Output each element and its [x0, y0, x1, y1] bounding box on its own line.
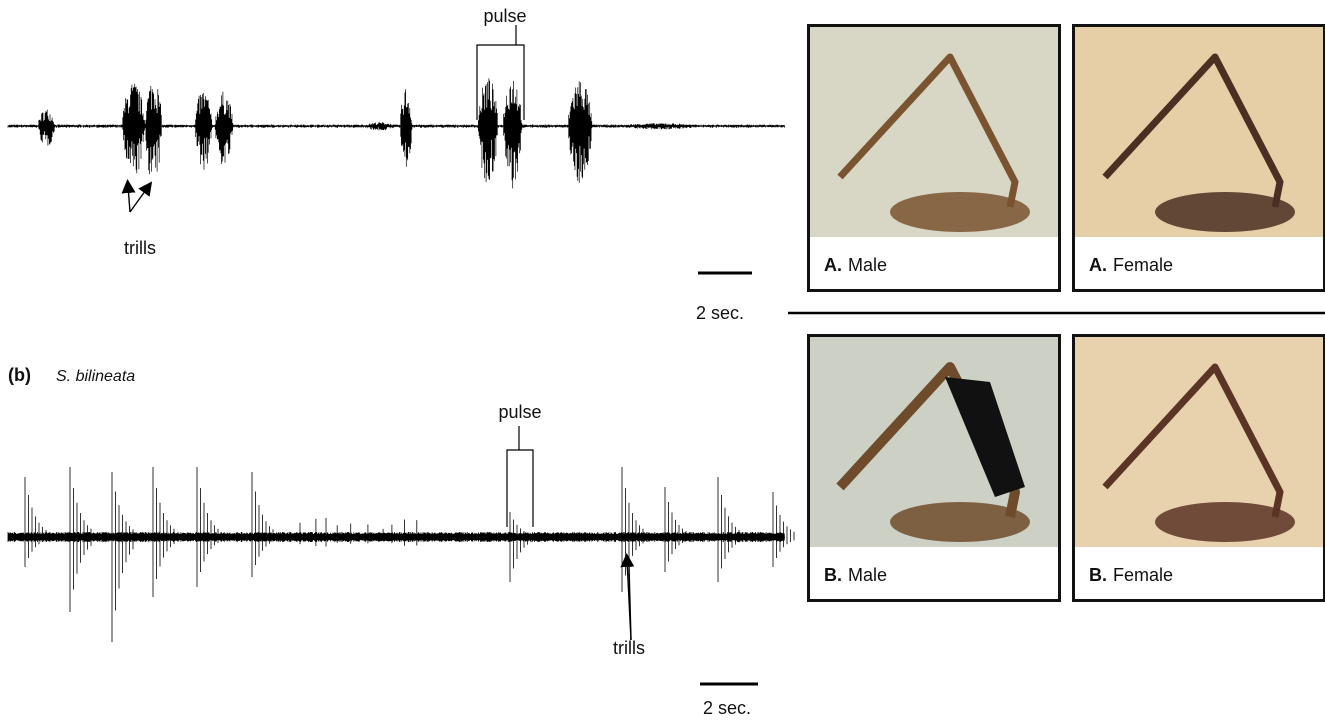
caption-letter: A. — [824, 255, 842, 275]
pulse-label: pulse — [498, 402, 541, 422]
leg-femur — [890, 192, 1030, 232]
caption-sex: Male — [848, 255, 887, 275]
photo-panel: A. Male — [807, 24, 1061, 292]
leg-tibia — [1102, 363, 1284, 518]
photo-caption: B. Male — [824, 565, 887, 585]
waveform-a — [7, 78, 785, 189]
leg-hair — [945, 377, 1025, 497]
photo-panel: B. Male — [807, 334, 1061, 602]
caption-box — [1075, 237, 1323, 289]
trills-arrow-b — [620, 553, 635, 641]
photo-panel: B. Female — [1072, 334, 1325, 602]
photo-caption: A. Male — [824, 255, 887, 275]
pulse-bracket-a — [476, 25, 525, 120]
caption-box — [810, 547, 1058, 599]
trills-label: trills — [613, 638, 645, 658]
leg-femur — [1155, 192, 1295, 232]
pulse-label: pulse — [483, 6, 526, 26]
leg-tibia — [837, 53, 1019, 208]
caption-box — [810, 237, 1058, 289]
photo-frame — [807, 24, 1061, 292]
caption-sex: Male — [848, 565, 887, 585]
waveforms — [7, 78, 795, 642]
waveform-b — [7, 467, 795, 642]
photo-panel: A. Female — [1072, 24, 1325, 292]
caption-letter: B. — [824, 565, 842, 585]
trills-label: trills — [124, 238, 156, 258]
leg-femur — [890, 502, 1030, 542]
species-name: S. bilineata — [56, 368, 135, 385]
panel-label: (b) — [8, 365, 31, 385]
trills-arrows-a — [121, 179, 153, 213]
pulse-bracket-b — [506, 426, 534, 527]
caption-letter: B. — [1089, 565, 1107, 585]
caption-box — [1075, 547, 1323, 599]
caption-sex: Female — [1113, 255, 1173, 275]
photo-caption: A. Female — [1089, 255, 1173, 275]
leg-femur — [1155, 502, 1295, 542]
caption-sex: Female — [1113, 565, 1173, 585]
scale-label: 2 sec. — [703, 698, 751, 718]
scale-label: 2 sec. — [696, 303, 744, 323]
caption-letter: A. — [1089, 255, 1107, 275]
photo-frame — [807, 334, 1061, 602]
photo-panels: A. Male A. Female B. Male B. Female — [807, 24, 1325, 602]
leg-tibia — [1102, 53, 1284, 208]
photo-caption: B. Female — [1089, 565, 1173, 585]
